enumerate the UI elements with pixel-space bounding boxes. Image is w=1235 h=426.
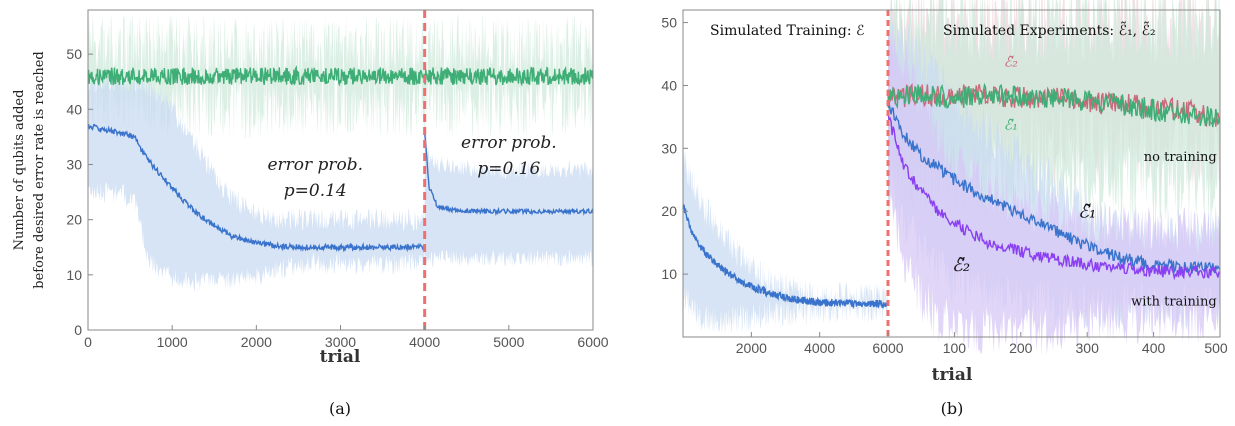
x-tick-label: 4000 <box>409 334 440 350</box>
x-tick-label: 500 <box>1204 340 1228 356</box>
note-1: with training <box>1131 295 1217 310</box>
x-tick-label: 300 <box>1076 340 1100 356</box>
x-tick-label: 4000 <box>804 340 835 356</box>
series-green-a-band <box>88 13 593 140</box>
series-label-0: ℰ̃₂ <box>1004 55 1018 71</box>
series-purple-b-band <box>888 27 1220 356</box>
panel-caption-b: (b) <box>941 399 964 418</box>
y-tick-label: 30 <box>66 156 82 172</box>
y-tick-label: 10 <box>661 266 677 282</box>
plot-frame-b <box>682 9 1221 338</box>
series-blue-a1-line <box>87 123 426 253</box>
y-tick-label: 10 <box>66 267 82 283</box>
annotation-0-line1: p=0.14 <box>284 181 347 201</box>
series-training-line <box>682 203 889 310</box>
y-axis-label-line1: Number of qubits added <box>12 90 27 251</box>
panel-a: 0 1000 2000 3000 4000 5000 6000 0 10 20 30 40 50 Nu… <box>12 9 609 418</box>
x-axis-label-a: trial <box>320 347 361 367</box>
header-training: Simulated Training: ℰ <box>710 23 864 39</box>
header-experiments: Simulated Experiments: ℰ̃₁, ℰ̃₂ <box>943 21 1156 39</box>
series-training-band <box>683 152 888 337</box>
x-tick-label: 200 <box>1009 340 1033 356</box>
x-tick-label: 400 <box>1142 340 1166 356</box>
x-tick-label: 3000 <box>325 334 356 350</box>
series-label-1: ℰ̃₁ <box>1004 117 1018 133</box>
x-tick-label: 2000 <box>241 334 272 350</box>
series-label-2: ℰ̃₁ <box>1078 202 1096 223</box>
x-tick-label: 1000 <box>157 334 188 350</box>
panel-caption-a: (a) <box>329 399 351 418</box>
annotation-1-line1: p=0.16 <box>477 159 540 179</box>
y-axis-label-line2: before desired error rate is reached <box>32 51 47 289</box>
series-blue-a1-band <box>88 70 425 293</box>
y-tick-label: 20 <box>66 212 82 228</box>
series-green-b-band <box>888 0 1220 230</box>
series-green-a-line <box>87 65 594 87</box>
y-tick-label: 50 <box>66 46 82 62</box>
x-tick-label: 0 <box>84 334 92 350</box>
panel-b: 2000 4000 6000 100 200 300 400 500 10 20 30 40 50 S… <box>661 0 1228 418</box>
y-tick-label: 50 <box>661 15 677 31</box>
x-tick-label: 2000 <box>736 340 767 356</box>
x-axis-label-b: trial <box>932 365 973 385</box>
y-tick-label: 40 <box>66 101 82 117</box>
annotation-1-line0: error prob. <box>461 133 557 153</box>
series-blue-a2-band <box>424 124 593 268</box>
note-0: no training <box>1144 150 1217 165</box>
series-label-3: ℰ̃₂ <box>952 255 970 276</box>
annotation-0-line0: error prob. <box>267 155 363 175</box>
x-tick-label: 5000 <box>493 334 524 350</box>
y-tick-label: 0 <box>74 322 82 338</box>
y-tick-label: 40 <box>661 77 677 93</box>
x-tick-label: 100 <box>943 340 967 356</box>
series-blue-a2-line <box>424 133 594 217</box>
series-green-b-line <box>887 82 1221 128</box>
x-tick-label: 6000 <box>872 340 903 356</box>
y-tick-label: 30 <box>661 140 677 156</box>
x-tick-label: 6000 <box>577 334 608 350</box>
y-tick-label: 20 <box>661 203 677 219</box>
series-purple-b-line <box>887 111 1221 281</box>
